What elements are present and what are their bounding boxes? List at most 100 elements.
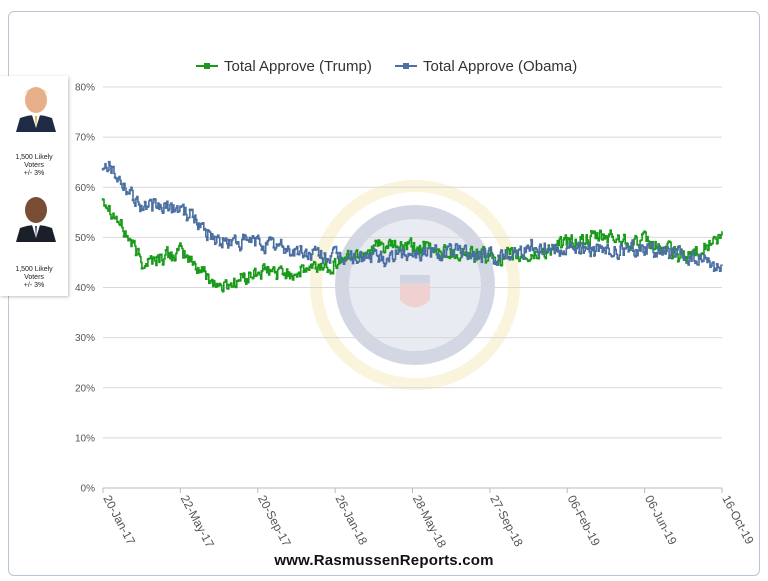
- site-url[interactable]: www.RasmussenReports.com: [274, 552, 494, 569]
- series-point: [590, 246, 593, 250]
- series-point: [221, 237, 225, 240]
- series-point: [137, 253, 141, 256]
- y-tick-label: 70%: [75, 133, 95, 144]
- series-point: [551, 243, 554, 247]
- series-point: [515, 254, 518, 258]
- series-point: [440, 258, 443, 262]
- series-point: [161, 211, 165, 215]
- series-point: [539, 251, 542, 254]
- series-point: [200, 222, 204, 225]
- series-point: [266, 239, 269, 243]
- y-tick-label: 20%: [75, 383, 95, 394]
- series-point: [392, 259, 395, 263]
- series-point: [377, 239, 380, 242]
- series-point: [575, 247, 578, 250]
- series-point: [670, 257, 674, 260]
- series-point: [323, 263, 326, 266]
- series-point: [188, 208, 192, 211]
- obama-portrait-icon: [14, 192, 58, 242]
- series-point: [116, 220, 120, 224]
- legend-item[interactable]: Total Approve (Trump): [224, 58, 372, 75]
- series-point: [646, 243, 650, 246]
- series-point: [446, 245, 449, 248]
- series-point: [269, 269, 272, 273]
- series-point: [718, 236, 722, 240]
- series-point: [413, 249, 416, 252]
- series-point: [443, 244, 446, 247]
- series-point: [712, 269, 716, 272]
- series-point: [356, 261, 359, 264]
- series-point: [572, 247, 575, 250]
- series-point: [422, 240, 425, 244]
- series-point: [509, 248, 512, 251]
- series-point: [191, 215, 195, 219]
- series-point: [682, 255, 686, 258]
- series-point: [338, 251, 341, 255]
- series-point: [437, 248, 440, 251]
- series-point: [398, 247, 401, 250]
- series-point: [464, 251, 467, 254]
- series-point: [362, 258, 365, 262]
- series-point: [164, 206, 168, 209]
- series-point: [715, 262, 719, 266]
- series-point: [332, 260, 335, 263]
- series-point: [664, 245, 668, 248]
- series-point: [416, 252, 419, 255]
- series-point: [284, 276, 287, 280]
- series-point: [649, 247, 653, 250]
- series-point: [518, 248, 521, 251]
- series-point: [575, 243, 578, 247]
- series-point: [266, 265, 269, 269]
- series-point: [392, 244, 395, 247]
- series-point: [134, 197, 138, 201]
- series-point: [275, 277, 278, 281]
- series-point: [386, 257, 389, 260]
- series-point: [218, 244, 222, 247]
- series-point: [290, 274, 293, 278]
- series-point: [676, 260, 680, 263]
- series-point: [242, 272, 245, 275]
- series-point: [452, 254, 455, 257]
- series-point: [149, 255, 153, 258]
- series-point: [598, 229, 602, 232]
- series-point: [700, 260, 704, 263]
- series-point: [569, 237, 572, 240]
- series-point: [365, 256, 368, 259]
- series-point: [461, 250, 464, 254]
- series-point: [634, 236, 638, 239]
- pollster-sidebar: 1,500 Likely Voters +/- 3% 1,500 Likely …: [0, 76, 68, 296]
- series-point: [395, 252, 398, 255]
- series-point: [428, 242, 431, 245]
- series-point: [287, 247, 290, 251]
- series-point: [278, 266, 281, 269]
- series-point: [173, 209, 177, 212]
- series-point: [694, 245, 698, 249]
- series-point: [158, 253, 162, 257]
- series-point: [185, 219, 189, 222]
- series-point: [449, 247, 452, 251]
- series-point: [257, 271, 260, 274]
- series-point: [488, 254, 491, 258]
- y-tick-label: 50%: [75, 233, 95, 244]
- series-point: [578, 251, 581, 254]
- series-point: [509, 256, 512, 259]
- series-point: [326, 257, 329, 261]
- series-point: [389, 244, 392, 247]
- series-point: [593, 230, 596, 233]
- series-point: [227, 238, 230, 242]
- series-point: [596, 236, 599, 240]
- series-point: [688, 255, 692, 258]
- series-point: [491, 256, 494, 260]
- series-point: [254, 236, 257, 240]
- series-point: [110, 165, 114, 169]
- series-point: [437, 253, 440, 256]
- series-point: [706, 248, 710, 252]
- series-point: [218, 282, 222, 286]
- series-point: [401, 249, 404, 252]
- series-point: [497, 254, 500, 257]
- legend-item[interactable]: Total Approve (Obama): [423, 58, 577, 75]
- series-point: [206, 229, 210, 232]
- series-point: [209, 237, 213, 240]
- series-point: [506, 257, 509, 260]
- series-point: [368, 257, 371, 260]
